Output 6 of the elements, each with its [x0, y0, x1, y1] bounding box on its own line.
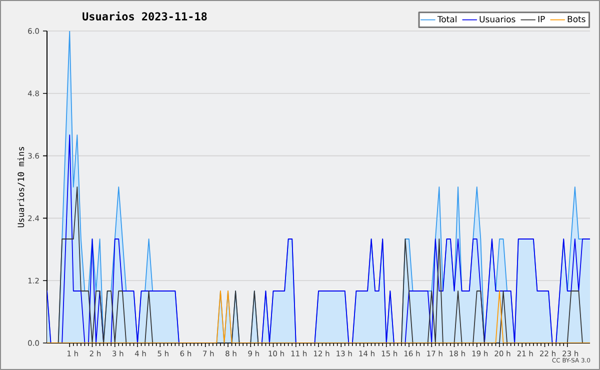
legend-label: Total	[437, 16, 456, 22]
chart-title: Usuarios 2023-11-18	[82, 11, 207, 21]
legend-label: Usuarios	[480, 16, 516, 22]
legend-label: Bots	[568, 16, 586, 22]
legend-label: IP	[538, 16, 545, 22]
y-axis-title: Usuarios/10 mins	[18, 147, 25, 228]
